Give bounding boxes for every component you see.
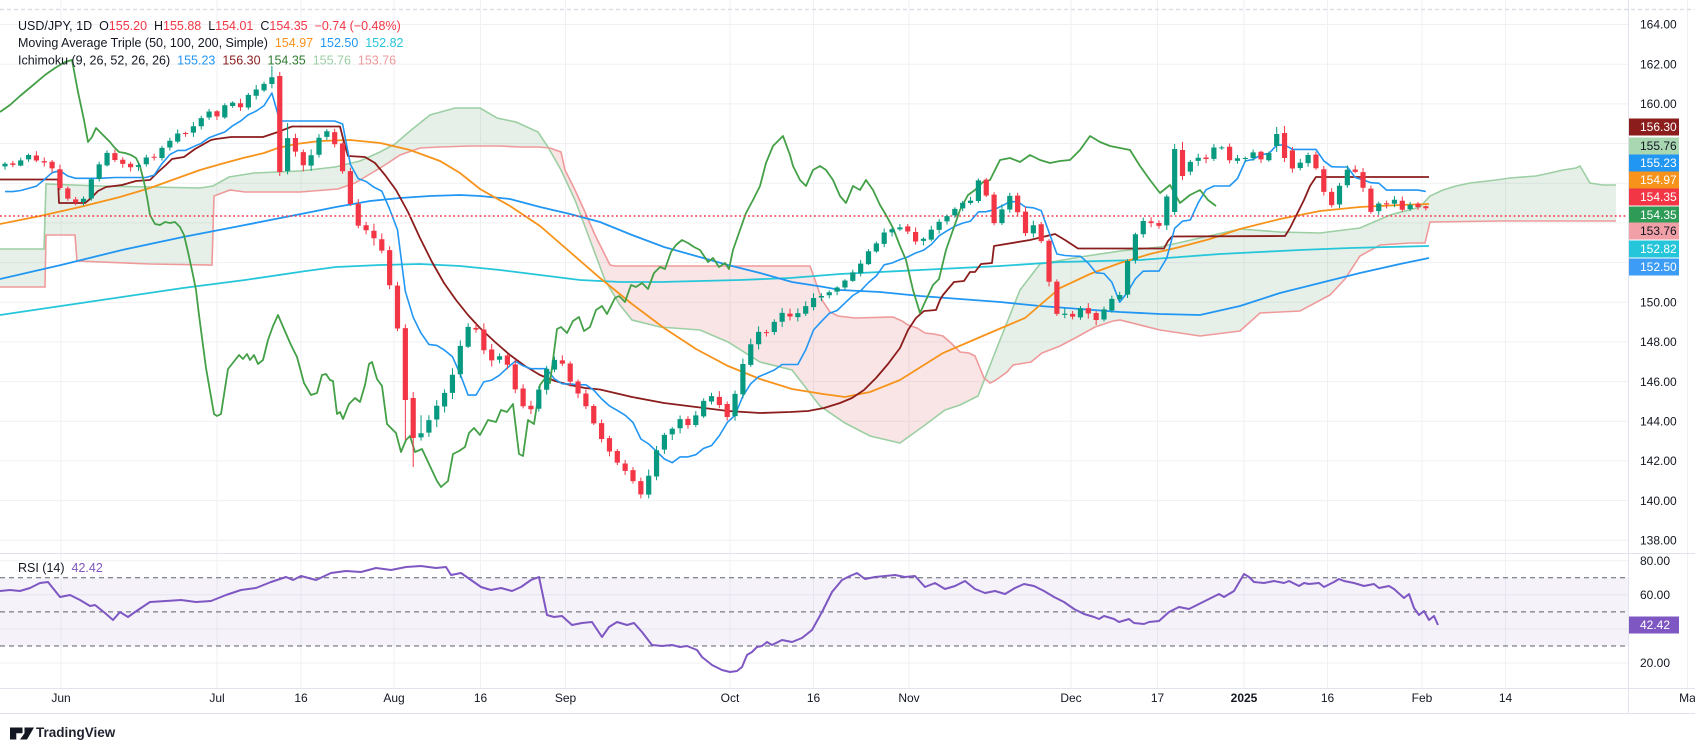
svg-text:Ichimoku (9, 26, 52, 26, 26): Ichimoku (9, 26, 52, 26, 26) 155.23 156.…	[18, 54, 396, 68]
svg-text:Moving Average Triple (50, 100: Moving Average Triple (50, 100, 200, Sim…	[18, 36, 404, 50]
svg-text:42.42: 42.42	[1640, 618, 1670, 632]
svg-text:Oct: Oct	[721, 691, 740, 705]
svg-text:150.00: 150.00	[1640, 295, 1677, 309]
svg-text:164.00: 164.00	[1640, 18, 1677, 32]
svg-text:RSI (14) 42.42: RSI (14) 42.42	[18, 561, 103, 575]
svg-text:155.76: 155.76	[1640, 139, 1677, 153]
svg-text:16: 16	[294, 691, 308, 705]
svg-text:148.00: 148.00	[1640, 335, 1677, 349]
svg-text:144.00: 144.00	[1640, 415, 1677, 429]
svg-text:154.35: 154.35	[1640, 208, 1677, 222]
svg-text:Nov: Nov	[898, 691, 919, 705]
svg-text:156.30: 156.30	[1640, 120, 1677, 134]
svg-text:140.00: 140.00	[1640, 494, 1677, 508]
svg-text:152.82: 152.82	[1640, 242, 1677, 256]
svg-text:USD/JPY, 1D O155.20 H155.88: USD/JPY, 1D O155.20 H155.88 L154.01 C154…	[18, 19, 401, 33]
svg-text:Sep: Sep	[555, 691, 577, 705]
svg-text:60.00: 60.00	[1640, 588, 1670, 602]
svg-text:138.00: 138.00	[1640, 534, 1677, 548]
svg-text:Ma: Ma	[1679, 691, 1695, 705]
svg-text:2025: 2025	[1231, 691, 1258, 705]
svg-text:155.23: 155.23	[1640, 156, 1677, 170]
svg-text:142.00: 142.00	[1640, 454, 1677, 468]
svg-text:16: 16	[807, 691, 821, 705]
svg-text:154.97: 154.97	[1640, 173, 1677, 187]
svg-text:Feb: Feb	[1412, 691, 1433, 705]
svg-text:Dec: Dec	[1060, 691, 1081, 705]
svg-text:20.00: 20.00	[1640, 656, 1670, 670]
svg-text:Jun: Jun	[51, 691, 70, 705]
svg-text:80.00: 80.00	[1640, 554, 1670, 568]
svg-text:Jul: Jul	[209, 691, 224, 705]
svg-text:160.00: 160.00	[1640, 97, 1677, 111]
svg-text:153.76: 153.76	[1640, 224, 1677, 238]
svg-text:152.50: 152.50	[1640, 260, 1677, 274]
svg-text:16: 16	[474, 691, 488, 705]
svg-text:162.00: 162.00	[1640, 57, 1677, 71]
svg-text:17: 17	[1151, 691, 1165, 705]
svg-text:16: 16	[1321, 691, 1335, 705]
svg-text:Aug: Aug	[383, 691, 404, 705]
svg-text:154.35: 154.35	[1640, 190, 1677, 204]
svg-text:TradingView: TradingView	[36, 725, 116, 740]
svg-text:146.00: 146.00	[1640, 375, 1677, 389]
svg-text:14: 14	[1499, 691, 1513, 705]
